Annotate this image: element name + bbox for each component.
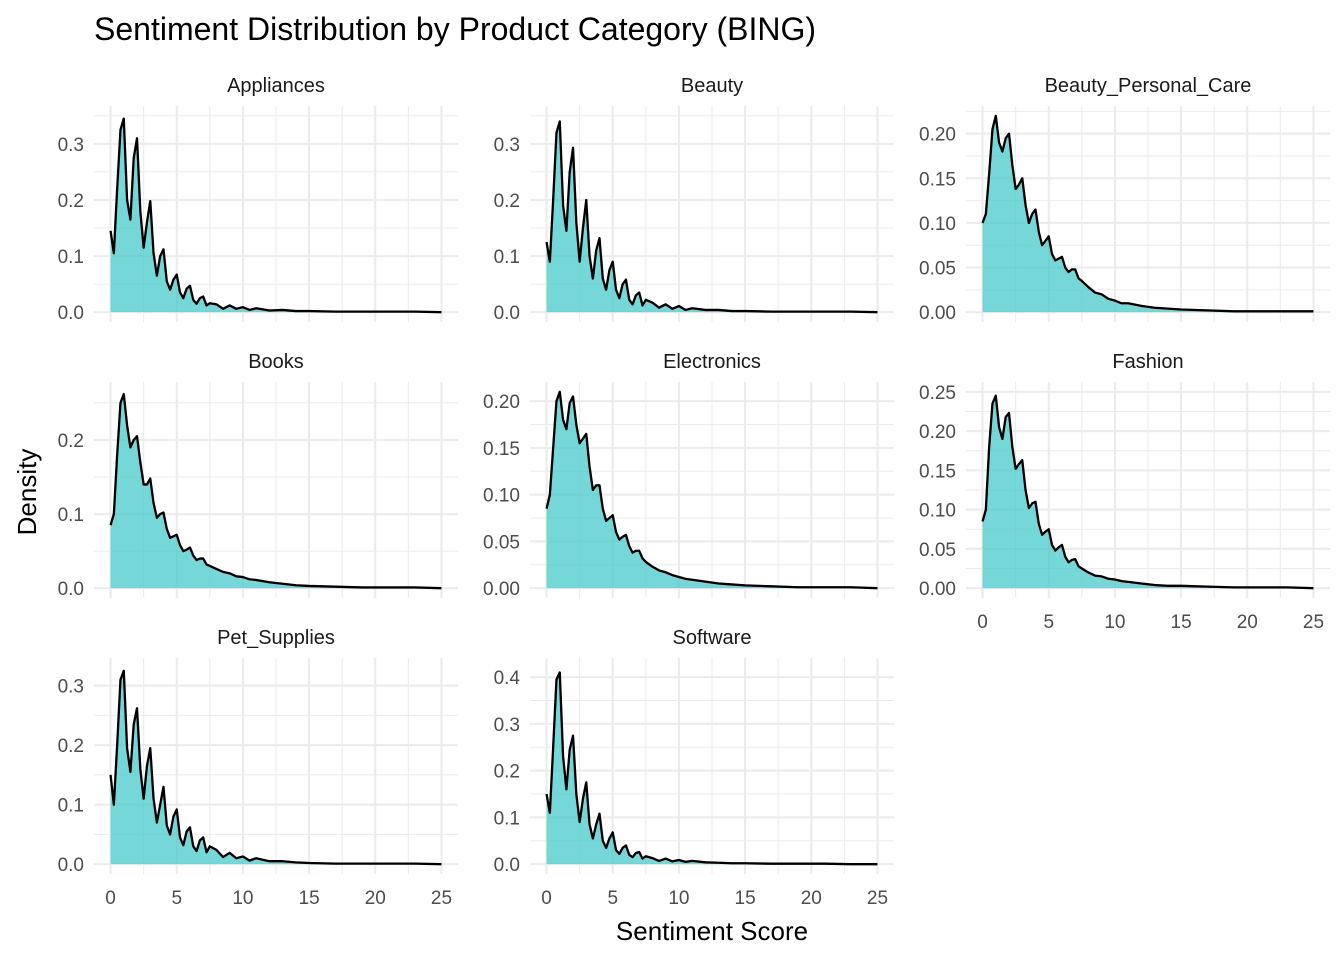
- facet-panel: Beauty_Personal_Care 0.00 0.05 0.10 0.15 0.20: [919, 75, 1330, 324]
- y-tick-label: 0.20: [919, 422, 956, 443]
- y-tick-label: 0.15: [919, 461, 956, 482]
- x-tick-label: 20: [1237, 612, 1258, 633]
- density-area: [546, 672, 878, 865]
- x-tick-label: 25: [867, 888, 888, 909]
- facet-panel: Fashion 0.00 0.05 0.10 0.15 0.20 0.25 0 5 10 15 20 2…: [919, 351, 1330, 633]
- facet-panel: Electronics 0.00 0.05 0.10 0.15 0.20: [483, 351, 894, 600]
- y-tick-label: 0.1: [58, 796, 84, 817]
- x-tick-label: 5: [171, 888, 182, 909]
- y-tick-label: 0.2: [494, 191, 520, 212]
- density-line: [109, 117, 442, 314]
- x-tick-label: 10: [232, 888, 253, 909]
- x-axis-title: Sentiment Score: [616, 916, 808, 946]
- facet-panel: Beauty 0.0 0.1 0.2 0.3: [494, 75, 894, 324]
- facet-panel: Books 0.0 0.1 0.2: [58, 351, 458, 600]
- density-line: [109, 669, 442, 866]
- density-line: [545, 120, 878, 314]
- facet-strip-label: Beauty_Personal_Care: [1045, 75, 1252, 97]
- density-area: [110, 394, 442, 589]
- y-axis-title: Density: [12, 449, 42, 536]
- chart-title: Sentiment Distribution by Product Catego…: [94, 11, 816, 47]
- y-tick-label: 0.20: [919, 125, 956, 146]
- facet-panel: Pet_Supplies 0.0 0.1 0.2 0.3 0 5 10 15 20 25: [58, 627, 458, 909]
- y-tick-label: 0.1: [58, 247, 84, 268]
- y-tick-label: 0.05: [483, 532, 520, 553]
- y-tick-label: 0.25: [919, 383, 956, 404]
- facet-strip-label: Fashion: [1112, 351, 1183, 373]
- facet-strip-label: Electronics: [663, 351, 761, 373]
- y-tick-label: 0.20: [483, 392, 520, 413]
- x-tick-label: 25: [431, 888, 452, 909]
- density-line: [545, 671, 878, 866]
- facets-layer: Appliances 0.0 0.1 0.2 0.3 Beauty 0.0 0.1 0.2 0.3…: [58, 75, 1330, 909]
- x-tick-label: 15: [1171, 612, 1192, 633]
- facet-strip-label: Software: [673, 627, 752, 649]
- density-line: [545, 390, 878, 590]
- y-tick-label: 0.10: [919, 214, 956, 235]
- density-area: [110, 118, 442, 313]
- density-line: [109, 392, 442, 590]
- x-tick-label: 0: [541, 888, 552, 909]
- y-tick-label: 0.2: [58, 736, 84, 757]
- facet-panel: Software 0.0 0.1 0.2 0.3 0.4 0 5 10 15 20 25: [494, 627, 894, 909]
- x-tick-label: 20: [801, 888, 822, 909]
- y-tick-label: 0.1: [494, 808, 520, 829]
- y-tick-label: 0.4: [494, 668, 521, 689]
- x-tick-label: 5: [607, 888, 618, 909]
- facet-strip-label: Appliances: [227, 75, 325, 97]
- x-tick-label: 15: [299, 888, 320, 909]
- y-tick-label: 0.3: [58, 677, 84, 698]
- density-area: [110, 670, 442, 865]
- y-tick-label: 0.15: [483, 439, 520, 460]
- y-tick-label: 0.05: [919, 259, 956, 280]
- y-tick-label: 0.0: [58, 303, 84, 324]
- density-area: [982, 395, 1314, 589]
- x-tick-label: 15: [735, 888, 756, 909]
- x-tick-label: 0: [105, 888, 116, 909]
- y-tick-label: 0.10: [919, 501, 956, 522]
- x-tick-label: 10: [1104, 612, 1125, 633]
- y-tick-label: 0.00: [483, 579, 520, 600]
- facet-panel: Appliances 0.0 0.1 0.2 0.3: [58, 75, 458, 324]
- x-tick-label: 25: [1303, 612, 1324, 633]
- y-tick-label: 0.3: [494, 135, 520, 156]
- y-tick-label: 0.2: [494, 762, 520, 783]
- facet-strip-label: Pet_Supplies: [217, 627, 335, 649]
- y-tick-label: 0.1: [58, 505, 84, 526]
- y-tick-label: 0.00: [919, 303, 956, 324]
- y-tick-label: 0.2: [58, 191, 84, 212]
- density-area: [546, 391, 878, 589]
- density-line: [981, 114, 1314, 313]
- y-tick-label: 0.05: [919, 540, 956, 561]
- x-tick-label: 5: [1043, 612, 1054, 633]
- x-tick-label: 20: [365, 888, 386, 909]
- y-tick-label: 0.0: [58, 579, 84, 600]
- facet-strip-label: Beauty: [681, 75, 743, 97]
- density-area: [546, 121, 878, 313]
- y-tick-label: 0.10: [483, 486, 520, 507]
- y-tick-label: 0.0: [58, 855, 84, 876]
- density-area: [982, 115, 1314, 313]
- y-tick-label: 0.3: [494, 715, 520, 736]
- density-line: [981, 394, 1314, 590]
- y-tick-label: 0.00: [919, 579, 956, 600]
- y-tick-label: 0.0: [494, 303, 520, 324]
- y-tick-label: 0.2: [58, 431, 84, 452]
- y-tick-label: 0.0: [494, 855, 520, 876]
- x-tick-label: 10: [668, 888, 689, 909]
- y-tick-label: 0.1: [494, 247, 520, 268]
- facet-strip-label: Books: [248, 351, 304, 373]
- y-tick-label: 0.15: [919, 169, 956, 190]
- x-tick-label: 0: [977, 612, 988, 633]
- y-tick-label: 0.3: [58, 135, 84, 156]
